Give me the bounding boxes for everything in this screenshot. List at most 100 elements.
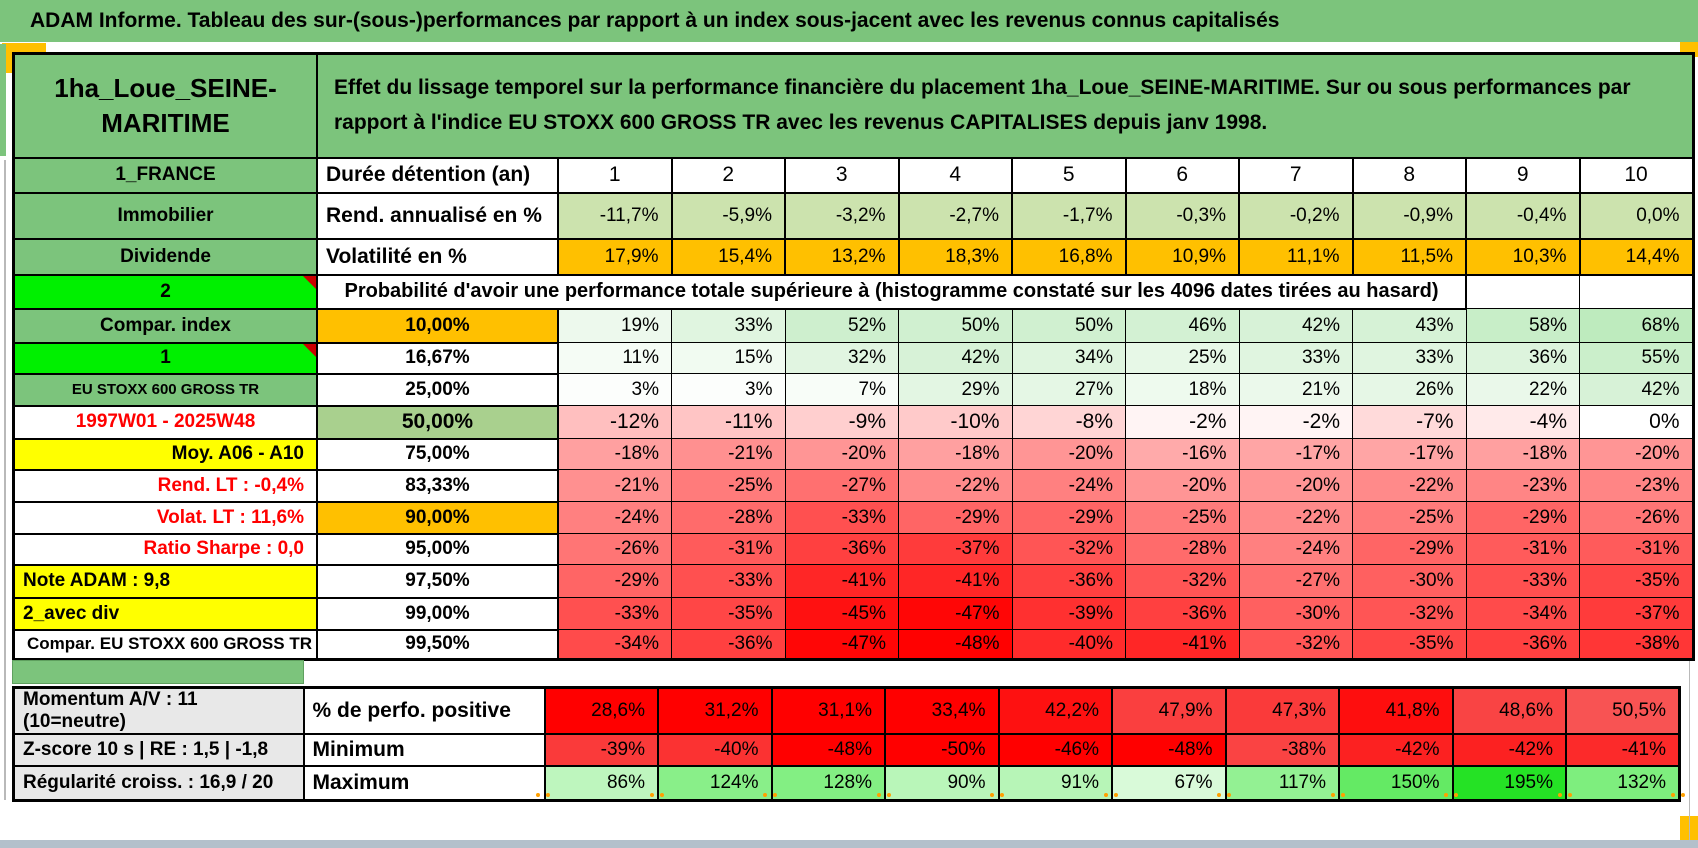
value-cell[interactable]: -21% (557, 469, 672, 502)
value-cell[interactable]: 86% (543, 765, 659, 801)
row-label-cell[interactable]: Dividende (12, 237, 318, 276)
value-cell[interactable]: 47,9% (1111, 686, 1227, 735)
value-cell[interactable]: 10 (1578, 156, 1694, 194)
value-cell[interactable]: 124% (657, 765, 773, 801)
value-cell[interactable]: -27% (784, 469, 899, 502)
value-cell[interactable]: -36% (671, 629, 786, 660)
row-label-cell[interactable]: Z-score 10 s | RE : 1,5 | -1,8 (12, 733, 305, 767)
value-cell[interactable]: 67% (1111, 765, 1227, 801)
value-cell[interactable]: -11,7% (557, 191, 673, 240)
hidden-rows-marker[interactable] (1444, 793, 1458, 797)
value-cell[interactable]: 25% (1125, 342, 1240, 374)
row-header-cell[interactable]: % de perfo. positive (302, 686, 546, 735)
value-cell[interactable]: 150% (1338, 765, 1454, 801)
value-cell[interactable]: 18% (1125, 373, 1240, 406)
value-cell[interactable]: -29% (1465, 501, 1580, 534)
value-cell[interactable]: 46% (1125, 308, 1240, 343)
value-cell[interactable]: -20% (1125, 469, 1240, 502)
hidden-rows-marker[interactable] (1330, 793, 1345, 797)
row-header-cell[interactable]: 75,00% (316, 437, 559, 471)
value-cell[interactable]: 1 (557, 156, 673, 194)
value-cell[interactable]: -5,9% (670, 191, 786, 240)
value-cell[interactable]: 29% (898, 373, 1013, 406)
row-header-cell[interactable]: Minimum (302, 733, 546, 767)
row-header-cell[interactable]: Durée détention (an) (316, 156, 559, 194)
value-cell[interactable]: 22% (1465, 373, 1580, 406)
value-cell[interactable]: -12% (557, 405, 672, 439)
value-cell[interactable]: -48% (770, 733, 886, 767)
value-cell[interactable]: -35% (1579, 564, 1694, 598)
value-cell[interactable]: 90% (884, 765, 1000, 801)
value-cell[interactable]: -18% (1465, 438, 1580, 470)
value-cell[interactable]: 11,5% (1351, 237, 1467, 276)
value-cell[interactable]: -46% (997, 733, 1113, 767)
hidden-rows-marker[interactable] (763, 793, 777, 797)
value-cell[interactable]: -30% (1352, 564, 1467, 598)
value-cell[interactable]: -8% (1011, 405, 1126, 439)
value-cell[interactable]: -50% (884, 733, 1000, 767)
value-cell[interactable]: -33% (1465, 564, 1580, 598)
row-header-cell[interactable]: 95,00% (316, 532, 559, 566)
value-cell[interactable]: 9 (1465, 156, 1581, 194)
value-cell[interactable]: 7 (1238, 156, 1354, 194)
row-label-cell[interactable]: Volat. LT : 11,6% (12, 500, 318, 535)
value-cell[interactable]: 19% (557, 308, 672, 343)
value-cell[interactable]: 15% (671, 342, 786, 374)
value-cell[interactable]: -20% (1579, 438, 1694, 470)
value-cell[interactable]: 33% (671, 308, 786, 343)
value-cell[interactable]: -47% (784, 629, 899, 660)
value-cell[interactable]: -38% (1579, 629, 1694, 660)
value-cell[interactable]: -29% (557, 564, 672, 598)
value-cell[interactable]: -36% (1011, 564, 1126, 598)
value-cell[interactable]: 91% (997, 765, 1113, 801)
value-cell[interactable]: -22% (898, 469, 1013, 502)
hidden-rows-marker[interactable] (536, 793, 550, 797)
row-header-cell[interactable]: 90,00% (316, 500, 559, 535)
value-cell[interactable]: 58% (1465, 308, 1580, 343)
value-cell[interactable]: -2% (1238, 405, 1353, 439)
row-label-cell[interactable]: 1_FRANCE (12, 156, 318, 194)
value-cell[interactable]: -27% (1238, 564, 1353, 598)
value-cell[interactable]: -0,2% (1238, 191, 1354, 240)
value-cell[interactable]: 68% (1579, 308, 1694, 343)
value-cell[interactable]: -20% (1238, 469, 1353, 502)
value-cell[interactable]: -4% (1465, 405, 1580, 439)
value-cell[interactable]: 11,1% (1238, 237, 1354, 276)
value-cell[interactable]: -31% (1465, 533, 1580, 565)
value-cell[interactable]: 10,9% (1124, 237, 1240, 276)
value-cell[interactable]: -0,3% (1124, 191, 1240, 240)
hidden-rows-marker[interactable] (990, 793, 1004, 797)
value-cell[interactable]: -18% (898, 438, 1013, 470)
value-cell[interactable]: -18% (557, 438, 672, 470)
value-cell[interactable]: 10,3% (1465, 237, 1581, 276)
value-cell[interactable]: -35% (671, 597, 786, 630)
value-cell[interactable]: 50% (898, 308, 1013, 343)
value-cell[interactable]: 16,8% (1011, 237, 1127, 276)
row-label-cell[interactable]: Compar. EU STOXX 600 GROSS TR (12, 628, 318, 661)
value-cell[interactable]: 8 (1351, 156, 1467, 194)
value-cell[interactable]: -37% (898, 533, 1013, 565)
value-cell[interactable]: -33% (557, 597, 672, 630)
row-header-cell[interactable]: 50,00% (316, 404, 559, 440)
row-label-cell[interactable]: 1 (12, 341, 318, 375)
value-cell[interactable]: -42% (1451, 733, 1567, 767)
value-cell[interactable]: 132% (1565, 765, 1681, 801)
row-label-cell[interactable]: Compar. index (12, 307, 318, 344)
value-cell[interactable]: 47,3% (1224, 686, 1340, 735)
value-cell[interactable]: -20% (1011, 438, 1126, 470)
value-cell[interactable]: -33% (671, 564, 786, 598)
row-label-cell[interactable]: Momentum A/V : 11 (10=neutre) (12, 686, 305, 735)
value-cell[interactable]: 42% (1238, 308, 1353, 343)
value-cell[interactable]: -0,9% (1351, 191, 1467, 240)
value-cell[interactable]: 3% (671, 373, 786, 406)
hidden-rows-marker[interactable] (649, 793, 664, 797)
value-cell[interactable]: 117% (1224, 765, 1340, 801)
value-cell[interactable]: -41% (1125, 629, 1240, 660)
value-cell[interactable]: -2,7% (897, 191, 1013, 240)
value-cell[interactable]: -16% (1125, 438, 1240, 470)
row-label-cell[interactable]: Note ADAM : 9,8 (12, 563, 318, 599)
value-cell[interactable]: -45% (784, 597, 899, 630)
row-label-cell[interactable]: Immobilier (12, 191, 318, 240)
row-header-cell[interactable]: 83,33% (316, 468, 559, 503)
probability-title-cell[interactable]: Probabilité d'avoir une performance tota… (316, 273, 1467, 310)
